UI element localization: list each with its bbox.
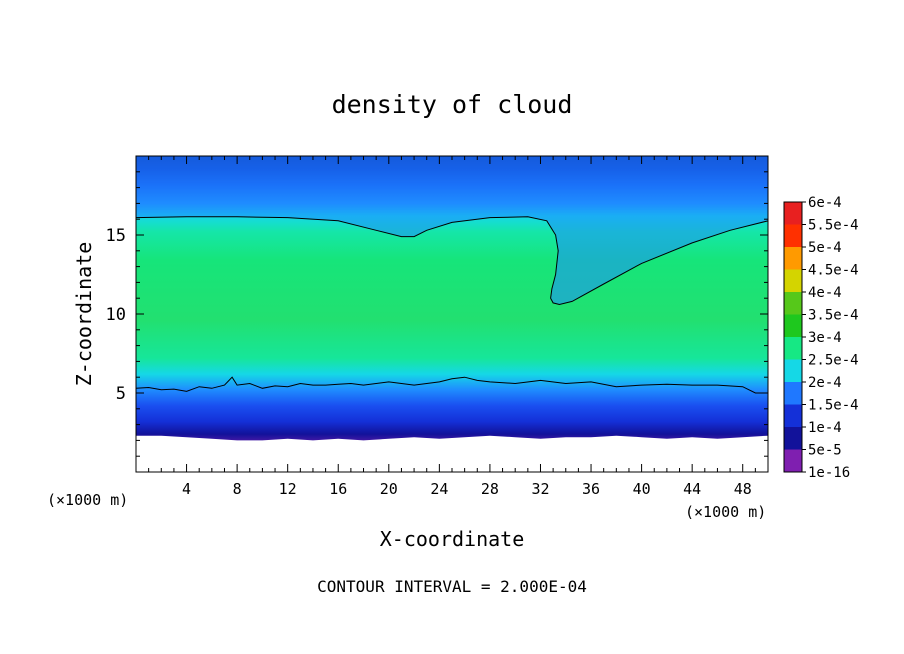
colorbar: 1e-16 5e-5 1e-4 1.5e-4 2e-4 2.5e-4 3e-4 3.5e-4 4… xyxy=(783,195,859,481)
x-tick-label: 36 xyxy=(582,480,600,498)
y-axis-label: Z-coordinate xyxy=(72,242,96,387)
x-tick-label: 4 xyxy=(182,480,191,498)
x-tick-label: 16 xyxy=(329,480,347,498)
x-tick-label: 12 xyxy=(279,480,297,498)
x-tick-label: 8 xyxy=(233,480,242,498)
contour-line-upper xyxy=(136,216,768,306)
x-tick-label: 24 xyxy=(430,480,448,498)
colorbar-label: 2.5e-4 xyxy=(808,353,859,369)
colorbar-swatch xyxy=(784,247,802,270)
colorbar-label: 1e-16 xyxy=(808,465,850,481)
colorbar-label: 5e-5 xyxy=(808,443,842,459)
colorbar-swatch xyxy=(784,449,802,472)
colorbar-label: 1e-4 xyxy=(808,420,842,436)
x-tick-label: 20 xyxy=(380,480,398,498)
y-tick-label: 10 xyxy=(106,305,126,325)
colorbar-label: 5.5e-4 xyxy=(808,218,859,234)
contour-line-lower xyxy=(136,376,768,394)
x-unit-left: (×1000 m) xyxy=(47,491,128,509)
y-tick-label: 5 xyxy=(116,384,126,404)
x-tick-label: 48 xyxy=(734,480,752,498)
x-tick-label: 44 xyxy=(683,480,701,498)
colorbar-label: 5e-4 xyxy=(808,240,842,256)
x-tick-label: 32 xyxy=(531,480,549,498)
colorbar-swatch xyxy=(784,224,802,247)
y-tick-label: 15 xyxy=(106,226,126,246)
colorbar-swatch xyxy=(784,202,802,225)
colorbar-label: 3.5e-4 xyxy=(808,308,859,324)
colorbar-swatch xyxy=(784,337,802,360)
x-tick-label: 28 xyxy=(481,480,499,498)
y-axis: 5 10 15 xyxy=(106,171,768,457)
colorbar-label: 2e-4 xyxy=(808,375,842,391)
colorbar-swatch xyxy=(784,404,802,427)
plot-area xyxy=(136,156,768,472)
colorbar-label: 1.5e-4 xyxy=(808,398,859,414)
colorbar-label: 3e-4 xyxy=(808,330,842,346)
colorbar-label: 4.5e-4 xyxy=(808,263,859,279)
colorbar-label: 4e-4 xyxy=(808,285,842,301)
x-unit-right: (×1000 m) xyxy=(685,503,766,521)
colorbar-swatch xyxy=(784,382,802,405)
colorbar-swatch xyxy=(784,314,802,337)
cloud-free-region xyxy=(136,435,768,472)
x-tick-label: 40 xyxy=(633,480,651,498)
colorbar-label: 6e-4 xyxy=(808,195,842,211)
colorbar-swatch xyxy=(784,269,802,292)
contour-interval-note: CONTOUR INTERVAL = 2.000E-04 xyxy=(317,577,587,596)
colorbar-swatch xyxy=(784,359,802,382)
colorbar-swatch xyxy=(784,427,802,450)
x-axis-label: X-coordinate xyxy=(380,527,525,551)
colorbar-swatch xyxy=(784,292,802,315)
upper-dilute-region xyxy=(136,156,768,305)
x-axis: 4 8 12 16 20 24 28 32 36 40 44 48 xyxy=(148,156,756,498)
chart-title: density of cloud xyxy=(332,90,573,119)
